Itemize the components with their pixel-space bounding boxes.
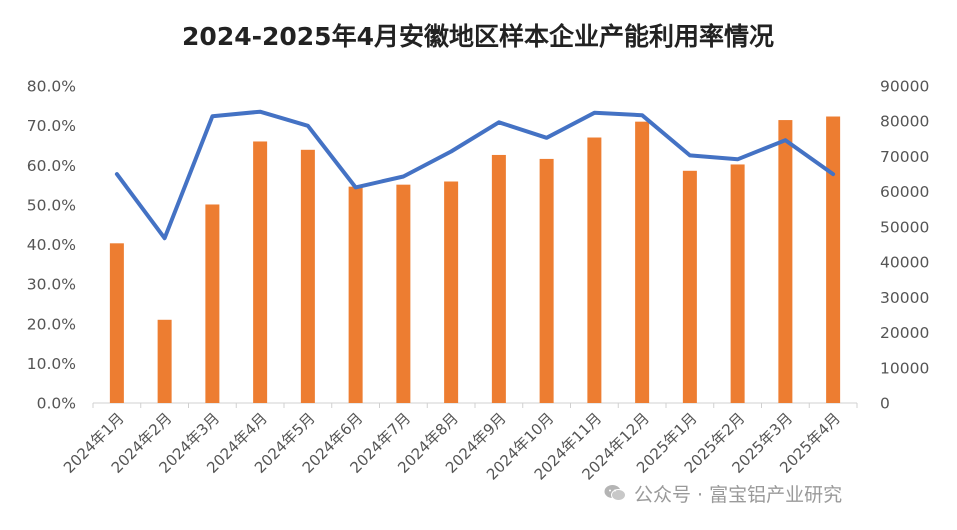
right-axis-tick-label: 30000: [880, 289, 929, 307]
line-series: [114, 109, 836, 241]
right-axis-tick-label: 80000: [880, 113, 929, 131]
bar: [157, 319, 172, 403]
x-axis: [92, 402, 858, 408]
x-axis-tick-labels: 2024年1月2024年2月2024年3月2024年4月2024年5月2024年…: [60, 409, 844, 483]
right-axis-tick-label: 70000: [880, 148, 929, 166]
bar: [109, 243, 124, 403]
line-series-path: [114, 109, 836, 241]
bar: [444, 181, 459, 403]
left-axis-tick-label: 50.0%: [27, 196, 76, 214]
left-axis-tick-label: 40.0%: [27, 236, 76, 254]
left-axis-tick-label: 20.0%: [27, 315, 76, 333]
left-axis-tick-label: 0.0%: [37, 395, 76, 413]
right-axis-tick-label: 50000: [880, 218, 929, 236]
bar: [635, 121, 650, 403]
right-axis-tick-label: 10000: [880, 359, 929, 377]
right-axis-ticks: 0 10000 20000 30000 40000 50000 60000 70000 8000…: [880, 78, 929, 413]
bar: [348, 186, 363, 403]
bar-series: [109, 116, 841, 403]
bar: [730, 164, 745, 403]
watermark-text: 公众号 · 富宝铝产业研究: [634, 483, 843, 506]
bar: [253, 141, 268, 403]
left-axis-tick-label: 10.0%: [27, 355, 76, 373]
left-axis-tick-label: 30.0%: [27, 276, 76, 294]
bar: [778, 120, 793, 403]
bar: [300, 149, 315, 403]
left-axis-tick-label: 70.0%: [27, 117, 76, 135]
bar: [682, 170, 697, 403]
chart-title: 2024-2025年4月安徽地区样本企业产能利用率情况: [182, 22, 774, 51]
bar: [491, 154, 506, 403]
right-axis-tick-label: 20000: [880, 324, 929, 342]
bar: [205, 204, 220, 403]
right-axis-tick-label: 90000: [880, 78, 929, 96]
bar: [539, 158, 554, 403]
bar: [826, 116, 841, 403]
watermark: 公众号 · 富宝铝产业研究: [600, 478, 847, 508]
left-axis-tick-label: 80.0%: [27, 78, 76, 96]
bar: [587, 137, 602, 403]
right-axis-tick-label: 0: [880, 395, 890, 413]
right-axis-tick-label: 40000: [880, 254, 929, 272]
bar: [396, 184, 411, 403]
left-axis-tick-label: 60.0%: [27, 157, 76, 175]
wechat-icon: [604, 485, 626, 501]
right-axis-tick-label: 60000: [880, 183, 929, 201]
left-axis-ticks: 0.0% 10.0% 20.0% 30.0% 40.0% 50.0% 60.0% 70.0% 8…: [27, 78, 76, 413]
